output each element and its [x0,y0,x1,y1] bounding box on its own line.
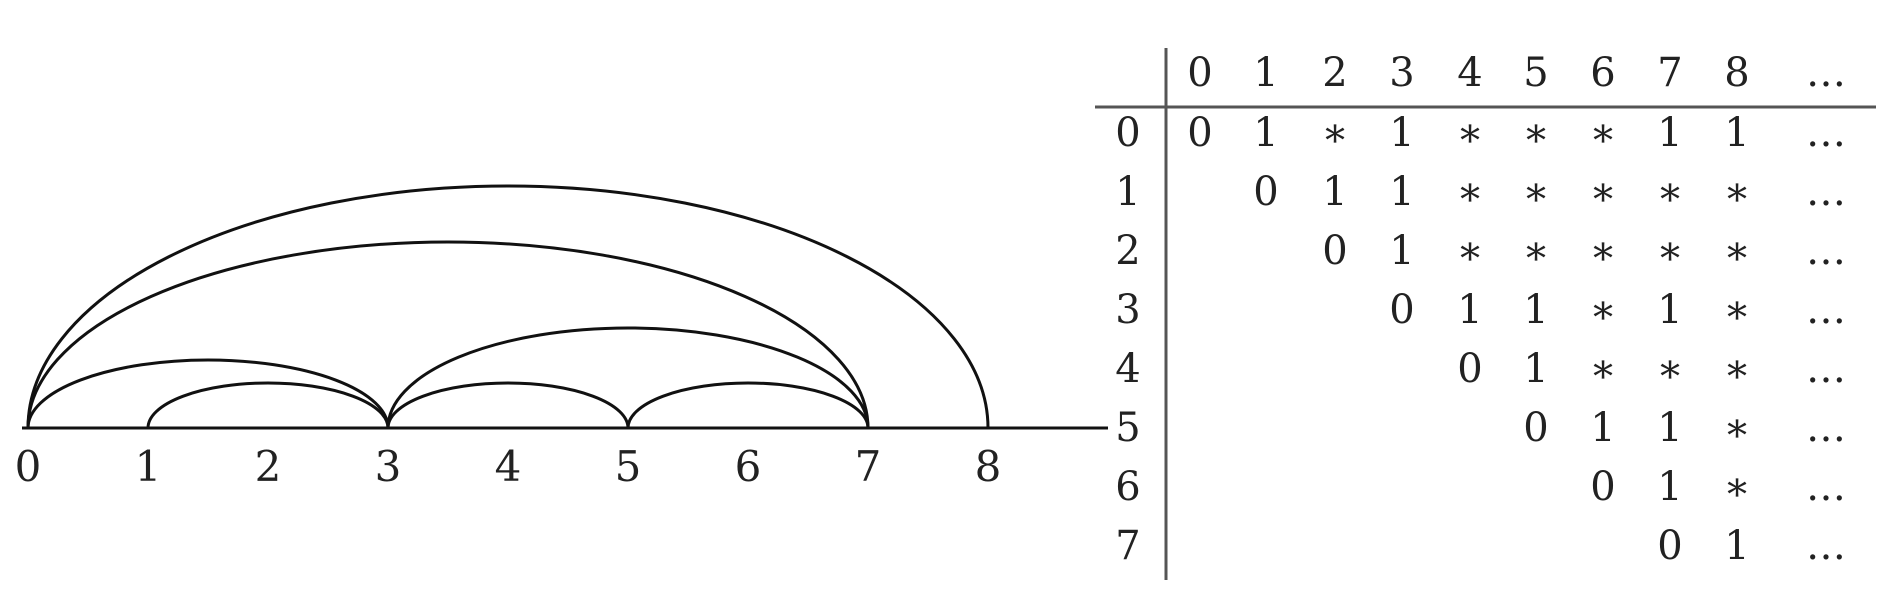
table-cell: ∗ [1723,346,1750,392]
arc-5-7 [626,381,870,429]
table-cell: … [1806,405,1846,451]
table-cell: ∗ [1589,110,1616,156]
table-cell: ∗ [1456,228,1483,274]
table-cell: 1 [1253,110,1278,156]
arc-0-8 [26,184,990,429]
point-label: 3 [375,442,402,491]
table-cell: 0 [1389,287,1414,333]
table-cell: ∗ [1723,228,1750,274]
row-header: 3 [1115,287,1140,333]
table-cell: 0 [1657,523,1682,569]
table-cell: 1 [1389,169,1414,215]
row-header: 2 [1115,228,1140,274]
table-cell: ∗ [1656,346,1683,392]
arc-0-7 [26,240,870,429]
table-cell: ∗ [1522,110,1549,156]
arc-1-3 [146,381,390,429]
arc-3-7 [386,326,870,429]
point-label: 0 [15,442,42,491]
table-cell: ∗ [1321,110,1348,156]
table-cell: ∗ [1456,169,1483,215]
table-cell: ∗ [1456,110,1483,156]
column-header: 6 [1590,50,1615,96]
table-cell: … [1806,287,1846,333]
table-cell: 1 [1523,346,1548,392]
table-cell: 1 [1457,287,1482,333]
table-cell: 0 [1590,464,1615,510]
row-header: 4 [1115,346,1140,392]
table-cell: … [1806,228,1846,274]
table-cell: ∗ [1723,287,1750,333]
table-cell: 0 [1187,110,1212,156]
table-cell: ∗ [1656,228,1683,274]
arc-group [26,184,990,429]
table-cell: ∗ [1589,287,1616,333]
point-label: 7 [855,442,882,491]
point-label: 6 [735,442,762,491]
table-cell: 1 [1657,287,1682,333]
table-cell: ∗ [1656,169,1683,215]
point-label: 4 [495,442,522,491]
row-header: 0 [1115,110,1140,156]
arc-diagram: 0 1 2 3 4 5 6 7 8 [15,184,1108,491]
point-label: 5 [615,442,642,491]
table-cell: 1 [1724,523,1749,569]
table-cell: 1 [1657,405,1682,451]
row-header-group: 0 1 2 3 4 5 6 7 [1115,110,1140,569]
table-cell: 1 [1590,405,1615,451]
table-cell: ∗ [1723,169,1750,215]
table-cell: 1 [1389,110,1414,156]
column-header: 4 [1457,50,1482,96]
table-cell: ∗ [1723,464,1750,510]
table-cell: ∗ [1589,346,1616,392]
point-label: 8 [975,442,1002,491]
point-label: 2 [255,442,282,491]
table-cell: 1 [1657,110,1682,156]
table-cell: … [1806,169,1846,215]
table-cell: ∗ [1589,169,1616,215]
table-cell: 0 [1322,228,1347,274]
column-header: 0 [1187,50,1212,96]
table-cell: ∗ [1589,228,1616,274]
table-cell: 1 [1322,169,1347,215]
column-header: 8 [1724,50,1749,96]
table-cell-group: 0 1 ∗ 1 ∗ ∗ ∗ 1 1 …0 1 1 ∗ ∗ ∗ ∗ ∗ …0 1 ∗ ∗ ∗ ∗ ∗ …0 1 1 ∗ 1 ∗ …0 1 ∗ ∗ ∗…… [1187,110,1846,569]
row-header: 6 [1115,464,1140,510]
row-header: 7 [1115,523,1140,569]
column-header-group: 0 1 2 3 4 5 6 7 8 … [1187,50,1846,96]
row-header: 1 [1115,169,1140,215]
table-cell: … [1806,523,1846,569]
table-cell: … [1806,464,1846,510]
column-header: 3 [1389,50,1414,96]
row-header: 5 [1115,405,1140,451]
column-header: 1 [1253,50,1278,96]
column-header: 7 [1657,50,1682,96]
arc-3-5 [386,381,630,429]
column-header: 5 [1523,50,1548,96]
table-cell: ∗ [1723,405,1750,451]
table-cell: 0 [1523,405,1548,451]
column-header: 2 [1322,50,1347,96]
point-label-group: 0 1 2 3 4 5 6 7 8 [15,442,1002,491]
table-cell: 1 [1724,110,1749,156]
table-cell: ∗ [1522,169,1549,215]
table-cell: 1 [1523,287,1548,333]
table-cell: 1 [1657,464,1682,510]
table-cell: … [1806,346,1846,392]
table-cell: 1 [1389,228,1414,274]
column-header: … [1806,50,1846,96]
point-label: 1 [135,442,162,491]
table-cell: 0 [1253,169,1278,215]
table-cell: ∗ [1522,228,1549,274]
arc-0-3 [26,358,390,429]
table-cell: 0 [1457,346,1482,392]
table-cell: … [1806,110,1846,156]
